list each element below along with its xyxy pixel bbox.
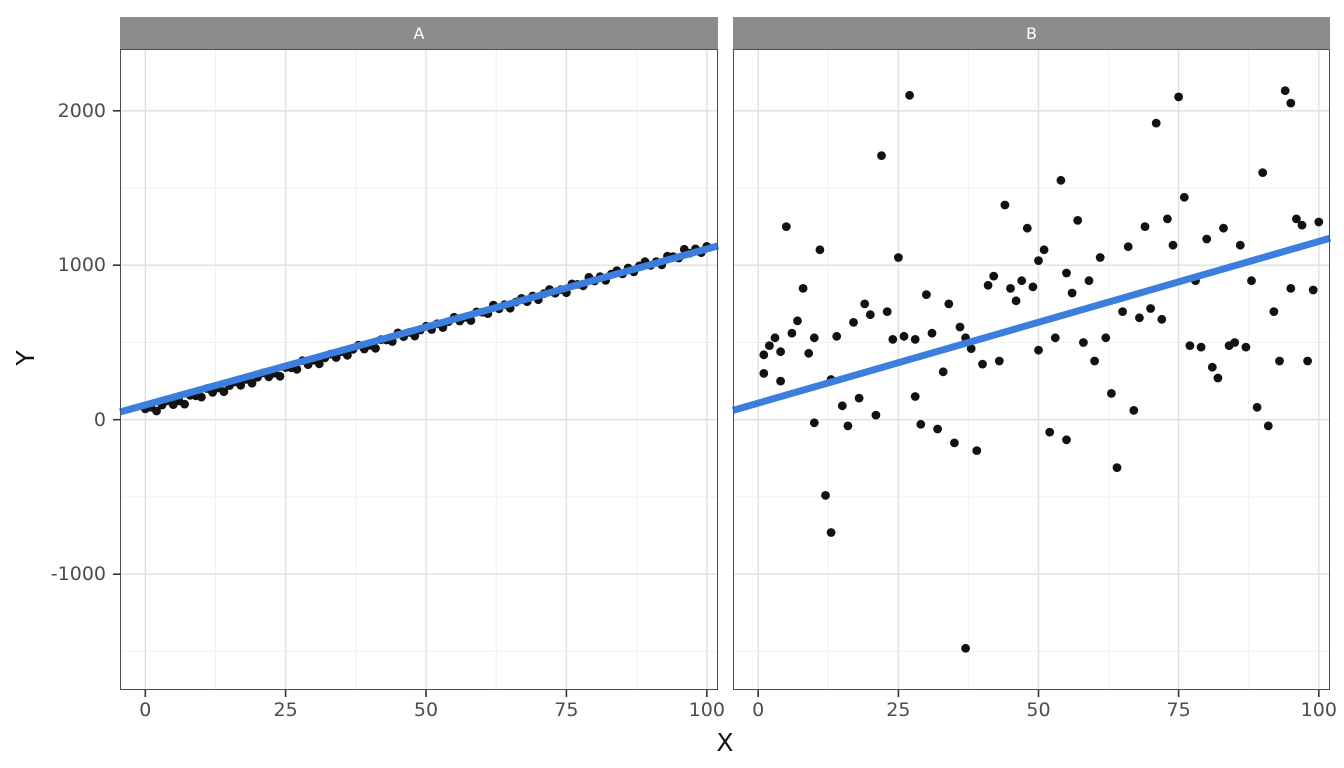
- x-axis-title: X: [716, 728, 734, 757]
- x-tick-label: 0: [752, 699, 765, 721]
- panel-plot-b: [732, 49, 1331, 697]
- y-tick-label: 1000: [57, 254, 106, 277]
- facet-strip-b: B: [733, 17, 1330, 49]
- x-tick-label: 75: [1166, 699, 1191, 721]
- x-tick-label: 50: [1026, 699, 1051, 721]
- x-tick-label: 50: [413, 699, 439, 721]
- x-tick-label: 75: [554, 699, 579, 721]
- facet-strip-a: A: [120, 17, 718, 49]
- x-tick-label: 100: [1300, 699, 1337, 721]
- x-tick-label: 25: [273, 699, 298, 721]
- x-tick-label: 25: [886, 699, 911, 721]
- x-tick-label: 0: [139, 699, 152, 721]
- y-axis-title: Y: [11, 350, 40, 366]
- y-tick-label: 0: [93, 408, 106, 431]
- x-tick-label: 100: [688, 699, 725, 721]
- y-tick-label: -1000: [50, 563, 106, 586]
- y-tick-label: 2000: [57, 99, 106, 122]
- panel-plot-a: [113, 49, 719, 697]
